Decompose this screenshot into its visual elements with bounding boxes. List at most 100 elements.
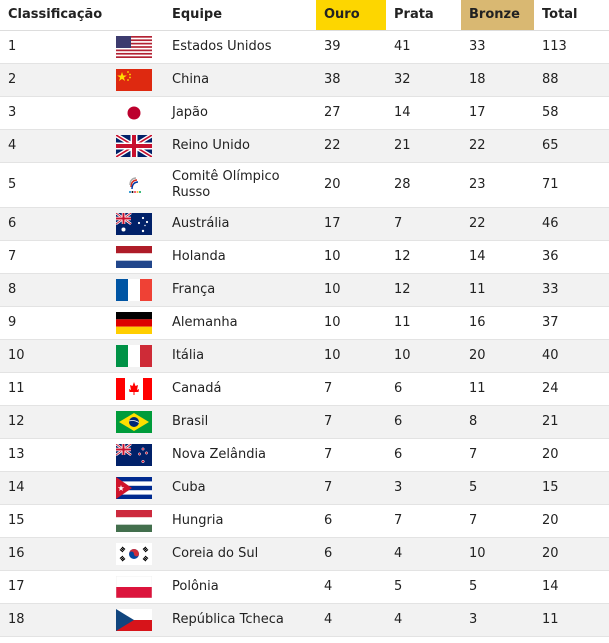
gold-cell: 6 [324,546,333,561]
total-header[interactable]: Total [534,0,609,31]
silver-cell: 6 [394,381,403,396]
silver-header[interactable]: Prata [386,0,461,31]
table-row[interactable]: 4 Reino Unido 22 21 22 65 [0,129,609,162]
rank-cell: 18 [8,612,25,627]
table-row[interactable]: 13 Nova Zelândia 7 6 7 20 [0,438,609,471]
bronze-cell: 7 [469,447,478,462]
team-cell: Canadá [172,380,222,396]
gold-cell: 39 [324,39,341,54]
table-row[interactable]: 5 Comitê Olímpico Russo 20 28 23 71 [0,162,609,207]
bronze-header[interactable]: Bronze [461,0,534,31]
gold-cell: 7 [324,447,333,462]
gold-cell: 38 [324,72,341,87]
bronze-cell: 5 [469,480,478,495]
gold-cell: 10 [324,282,341,297]
flag-cell [104,405,164,438]
gold-cell: 7 [324,381,333,396]
flag-cell [104,162,164,207]
gold-cell: 17 [324,216,341,231]
table-row[interactable]: 7 Holanda 10 12 14 36 [0,240,609,273]
poland-flag-icon [116,575,152,598]
china-flag-icon [116,68,152,91]
team-cell: Alemanha [172,314,238,330]
total-cell: 20 [542,546,559,561]
brazil-flag-icon [116,410,152,433]
hungary-flag-icon [116,509,152,532]
team-cell: Reino Unido [172,137,250,153]
total-cell: 14 [542,579,559,594]
bronze-cell: 20 [469,348,486,363]
japan-flag-icon [116,101,152,124]
team-cell: Holanda [172,248,226,264]
silver-cell: 3 [394,480,403,495]
team-cell: Polônia [172,578,219,594]
usa-flag-icon [116,35,152,58]
bronze-cell: 3 [469,612,478,627]
bronze-cell: 11 [469,381,486,396]
gold-cell: 6 [324,513,333,528]
rank-cell: 1 [8,39,17,54]
rank-cell: 5 [8,177,17,192]
table-row[interactable]: 12 Brasil 7 6 8 21 [0,405,609,438]
table-row[interactable]: 6 Austrália 17 7 22 46 [0,207,609,240]
flag-header [104,0,164,31]
table-row[interactable]: 9 Alemanha 10 11 16 37 [0,306,609,339]
team-cell: Brasil [172,413,209,429]
table-row[interactable]: 14 Cuba 7 3 5 15 [0,471,609,504]
total-cell: 21 [542,414,559,429]
table-row[interactable]: 17 Polônia 4 5 5 14 [0,570,609,603]
rank-cell: 4 [8,138,17,153]
table-row[interactable]: 16 Coreia do Sul 6 4 10 20 [0,537,609,570]
rank-cell: 11 [8,381,25,396]
flag-cell [104,129,164,162]
bronze-cell: 22 [469,216,486,231]
silver-cell: 21 [394,138,411,153]
gold-header[interactable]: Ouro [316,0,386,31]
gold-cell: 27 [324,105,341,120]
table-row[interactable]: 10 Itália 10 10 20 40 [0,339,609,372]
flag-cell [104,306,164,339]
team-header[interactable]: Equipe [164,0,316,31]
team-cell: Itália [172,347,205,363]
gold-cell: 20 [324,177,341,192]
table-row[interactable]: 8 França 10 12 11 33 [0,273,609,306]
canada-flag-icon [116,377,152,400]
silver-cell: 4 [394,546,403,561]
bronze-cell: 10 [469,546,486,561]
roc-emblem-icon [116,173,152,196]
silver-cell: 14 [394,105,411,120]
silver-cell: 4 [394,612,403,627]
silver-cell: 12 [394,249,411,264]
gold-cell: 10 [324,315,341,330]
total-cell: 36 [542,249,559,264]
total-cell: 88 [542,72,559,87]
bronze-cell: 14 [469,249,486,264]
table-row[interactable]: 11 Canadá 7 6 11 24 [0,372,609,405]
team-cell: Nova Zelândia [172,446,267,462]
gold-cell: 10 [324,249,341,264]
team-cell: Hungria [172,512,224,528]
table-row[interactable]: 18 República Tcheca 4 4 3 11 [0,603,609,636]
uk-flag-icon [116,134,152,157]
bronze-cell: 17 [469,105,486,120]
table-row[interactable]: 2 China 38 32 18 88 [0,63,609,96]
silver-cell: 11 [394,315,411,330]
netherlands-flag-icon [116,245,152,268]
bronze-cell: 22 [469,138,486,153]
france-flag-icon [116,278,152,301]
silver-cell: 41 [394,39,411,54]
rank-cell: 9 [8,315,17,330]
team-cell: Comitê Olímpico Russo [172,168,280,200]
bronze-cell: 16 [469,315,486,330]
italy-flag-icon [116,344,152,367]
table-row[interactable]: 3 Japão 27 14 17 58 [0,96,609,129]
rank-cell: 2 [8,72,17,87]
gold-cell: 22 [324,138,341,153]
table-row[interactable]: 1 Estados Unidos 39 41 33 113 [0,30,609,63]
gold-cell: 7 [324,414,333,429]
table-row[interactable]: 15 Hungria 6 7 7 20 [0,504,609,537]
silver-cell: 7 [394,513,403,528]
rank-header[interactable]: Classificação [0,0,104,31]
gold-cell: 7 [324,480,333,495]
flag-cell [104,537,164,570]
